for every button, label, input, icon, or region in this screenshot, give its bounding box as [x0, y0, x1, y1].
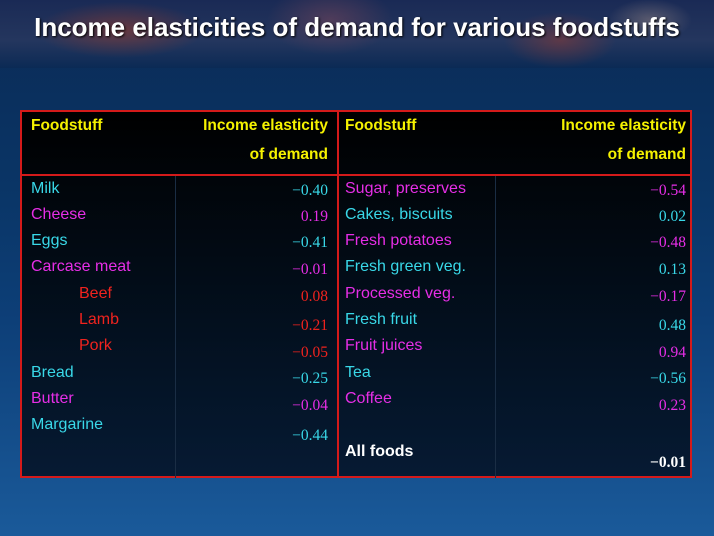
foodstuff-name: Processed veg.: [345, 285, 456, 302]
elasticity-value: −0.25: [292, 370, 328, 387]
foodstuff-name: Cheese: [31, 206, 87, 223]
foodstuff-name: Sugar, preserves: [345, 180, 466, 197]
foodstuff-name: Bread: [31, 364, 74, 381]
elasticity-value: −0.17: [650, 288, 686, 305]
elasticity-value: −0.21: [292, 317, 328, 334]
elasticity-value: −0.01: [292, 261, 328, 278]
header-left-foodstuff: Foodstuff: [31, 117, 103, 134]
header-right-elasticity-line1: Income elasticity: [561, 117, 686, 134]
elasticity-value: −0.40: [292, 182, 328, 199]
foodstuff-name: Fresh green veg.: [345, 258, 466, 275]
table-row: Fresh green veg. 0.13: [339, 254, 692, 280]
elasticity-value: 0.02: [658, 208, 686, 225]
total-row: All foods −0.01: [339, 439, 692, 471]
table-row: Milk −0.40: [22, 176, 337, 202]
header-left-elasticity-line2: of demand: [249, 146, 328, 163]
foodstuff-name: Milk: [31, 180, 60, 197]
foodstuff-name: Carcase meat: [31, 258, 131, 275]
elasticity-value: −0.48: [650, 234, 686, 251]
elasticity-value: 0.19: [300, 208, 328, 225]
column-divider: [337, 112, 339, 476]
foodstuff-name: Coffee: [345, 390, 392, 407]
table-row: Pork −0.05: [22, 333, 337, 361]
table-row: Fresh fruit 0.48: [339, 307, 692, 334]
table-row: Margarine −0.44: [22, 412, 337, 444]
elasticity-value: 0.13: [658, 261, 686, 278]
table-row: Processed veg. −0.17: [339, 281, 692, 307]
table-row: Coffee 0.23: [339, 386, 692, 414]
foodstuff-name: Butter: [31, 390, 74, 407]
table-row: Eggs −0.41: [22, 228, 337, 254]
elasticity-value: −0.41: [292, 234, 328, 251]
table-row: Fresh potatoes −0.48: [339, 228, 692, 254]
table-row: Tea −0.56: [339, 360, 692, 387]
table-row: Butter −0.04: [22, 386, 337, 414]
table-row: Sugar, preserves −0.54: [339, 176, 692, 202]
elasticity-value: 0.08: [300, 288, 328, 305]
table-row: Cheese 0.19: [22, 202, 337, 228]
foodstuff-name: Margarine: [31, 416, 104, 433]
header-left-elasticity-line1: Income elasticity: [203, 117, 328, 134]
table-row: Cakes, biscuits 0.02: [339, 202, 692, 228]
foodstuff-name: Eggs: [31, 232, 68, 249]
total-value: −0.01: [650, 454, 686, 471]
elasticity-value: −0.56: [650, 370, 686, 387]
slide-title: Income elasticities of demand for variou…: [34, 12, 680, 42]
elasticity-value: 0.23: [658, 397, 686, 414]
foodstuff-name: Fresh fruit: [345, 311, 418, 328]
elasticity-value: −0.05: [292, 344, 328, 361]
table-row: Lamb −0.21: [22, 307, 337, 334]
header-right-foodstuff: Foodstuff: [345, 117, 417, 134]
table-row: Carcase meat −0.01: [22, 254, 337, 280]
inner-divider-right: [495, 176, 496, 478]
foodstuff-name: Cakes, biscuits: [345, 206, 453, 223]
title-banner: Income elasticities of demand for variou…: [0, 0, 714, 68]
foodstuff-name: Lamb: [79, 311, 120, 328]
foodstuff-name: Beef: [79, 285, 112, 302]
foodstuff-name: Pork: [79, 337, 112, 354]
header-right-elasticity-line2: of demand: [607, 146, 686, 163]
foodstuff-name: Tea: [345, 364, 371, 381]
elasticity-value: −0.04: [292, 397, 328, 414]
inner-divider-left: [175, 176, 176, 478]
elasticity-value: 0.94: [658, 344, 686, 361]
elasticity-value: −0.44: [292, 427, 328, 444]
elasticity-table: Foodstuff Income elasticity of demand Fo…: [20, 110, 692, 478]
elasticity-value: −0.54: [650, 182, 686, 199]
table-row: Fruit juices 0.94: [339, 333, 692, 361]
table-row: Beef 0.08: [22, 281, 337, 307]
elasticity-value: 0.48: [658, 317, 686, 334]
foodstuff-name: Fresh potatoes: [345, 232, 452, 249]
total-name: All foods: [345, 443, 414, 460]
table-row: Bread −0.25: [22, 360, 337, 387]
header-divider: [22, 174, 690, 176]
foodstuff-name: Fruit juices: [345, 337, 423, 354]
